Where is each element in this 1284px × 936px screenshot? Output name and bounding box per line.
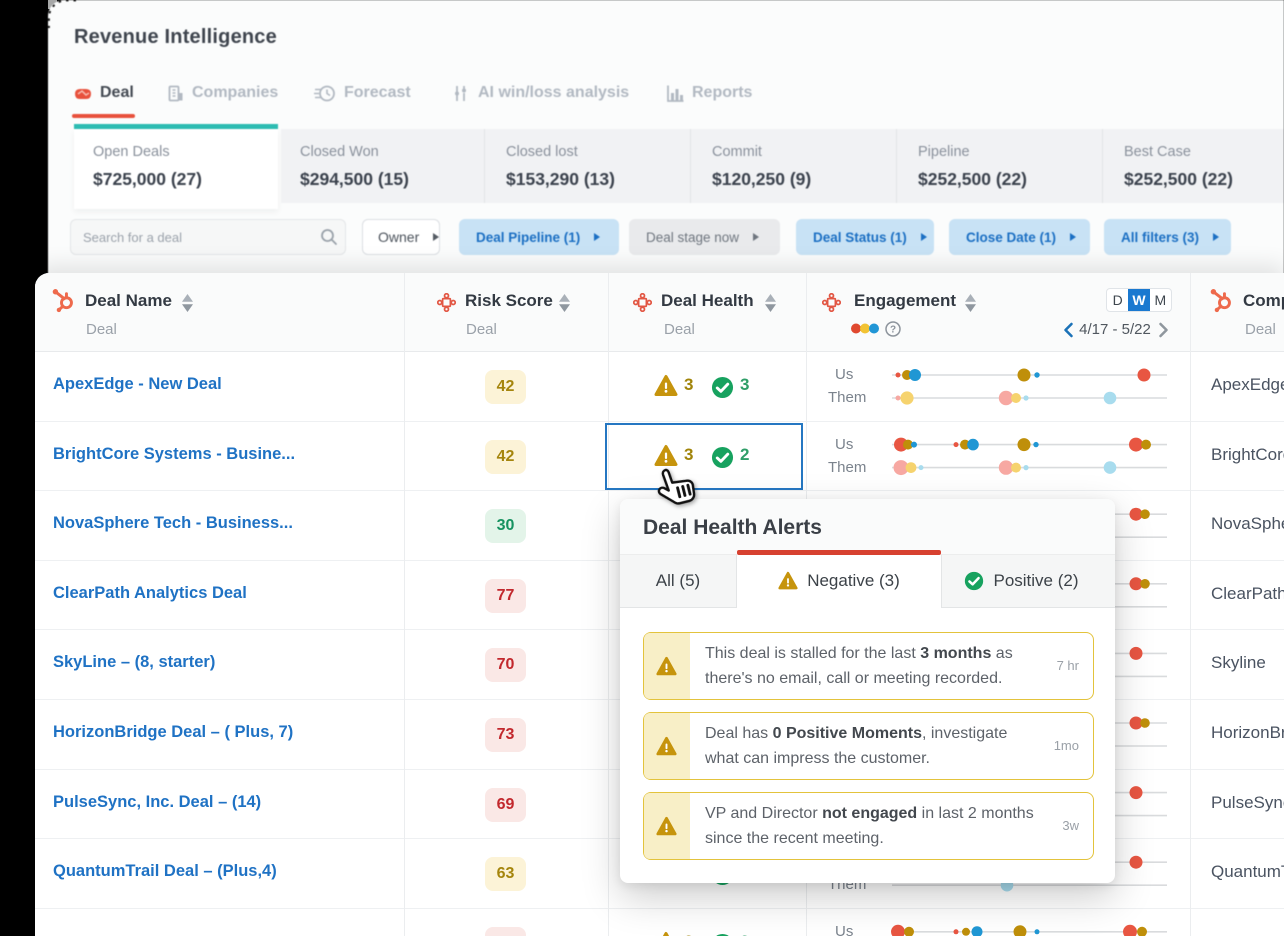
svg-text:?: ? — [890, 325, 896, 336]
